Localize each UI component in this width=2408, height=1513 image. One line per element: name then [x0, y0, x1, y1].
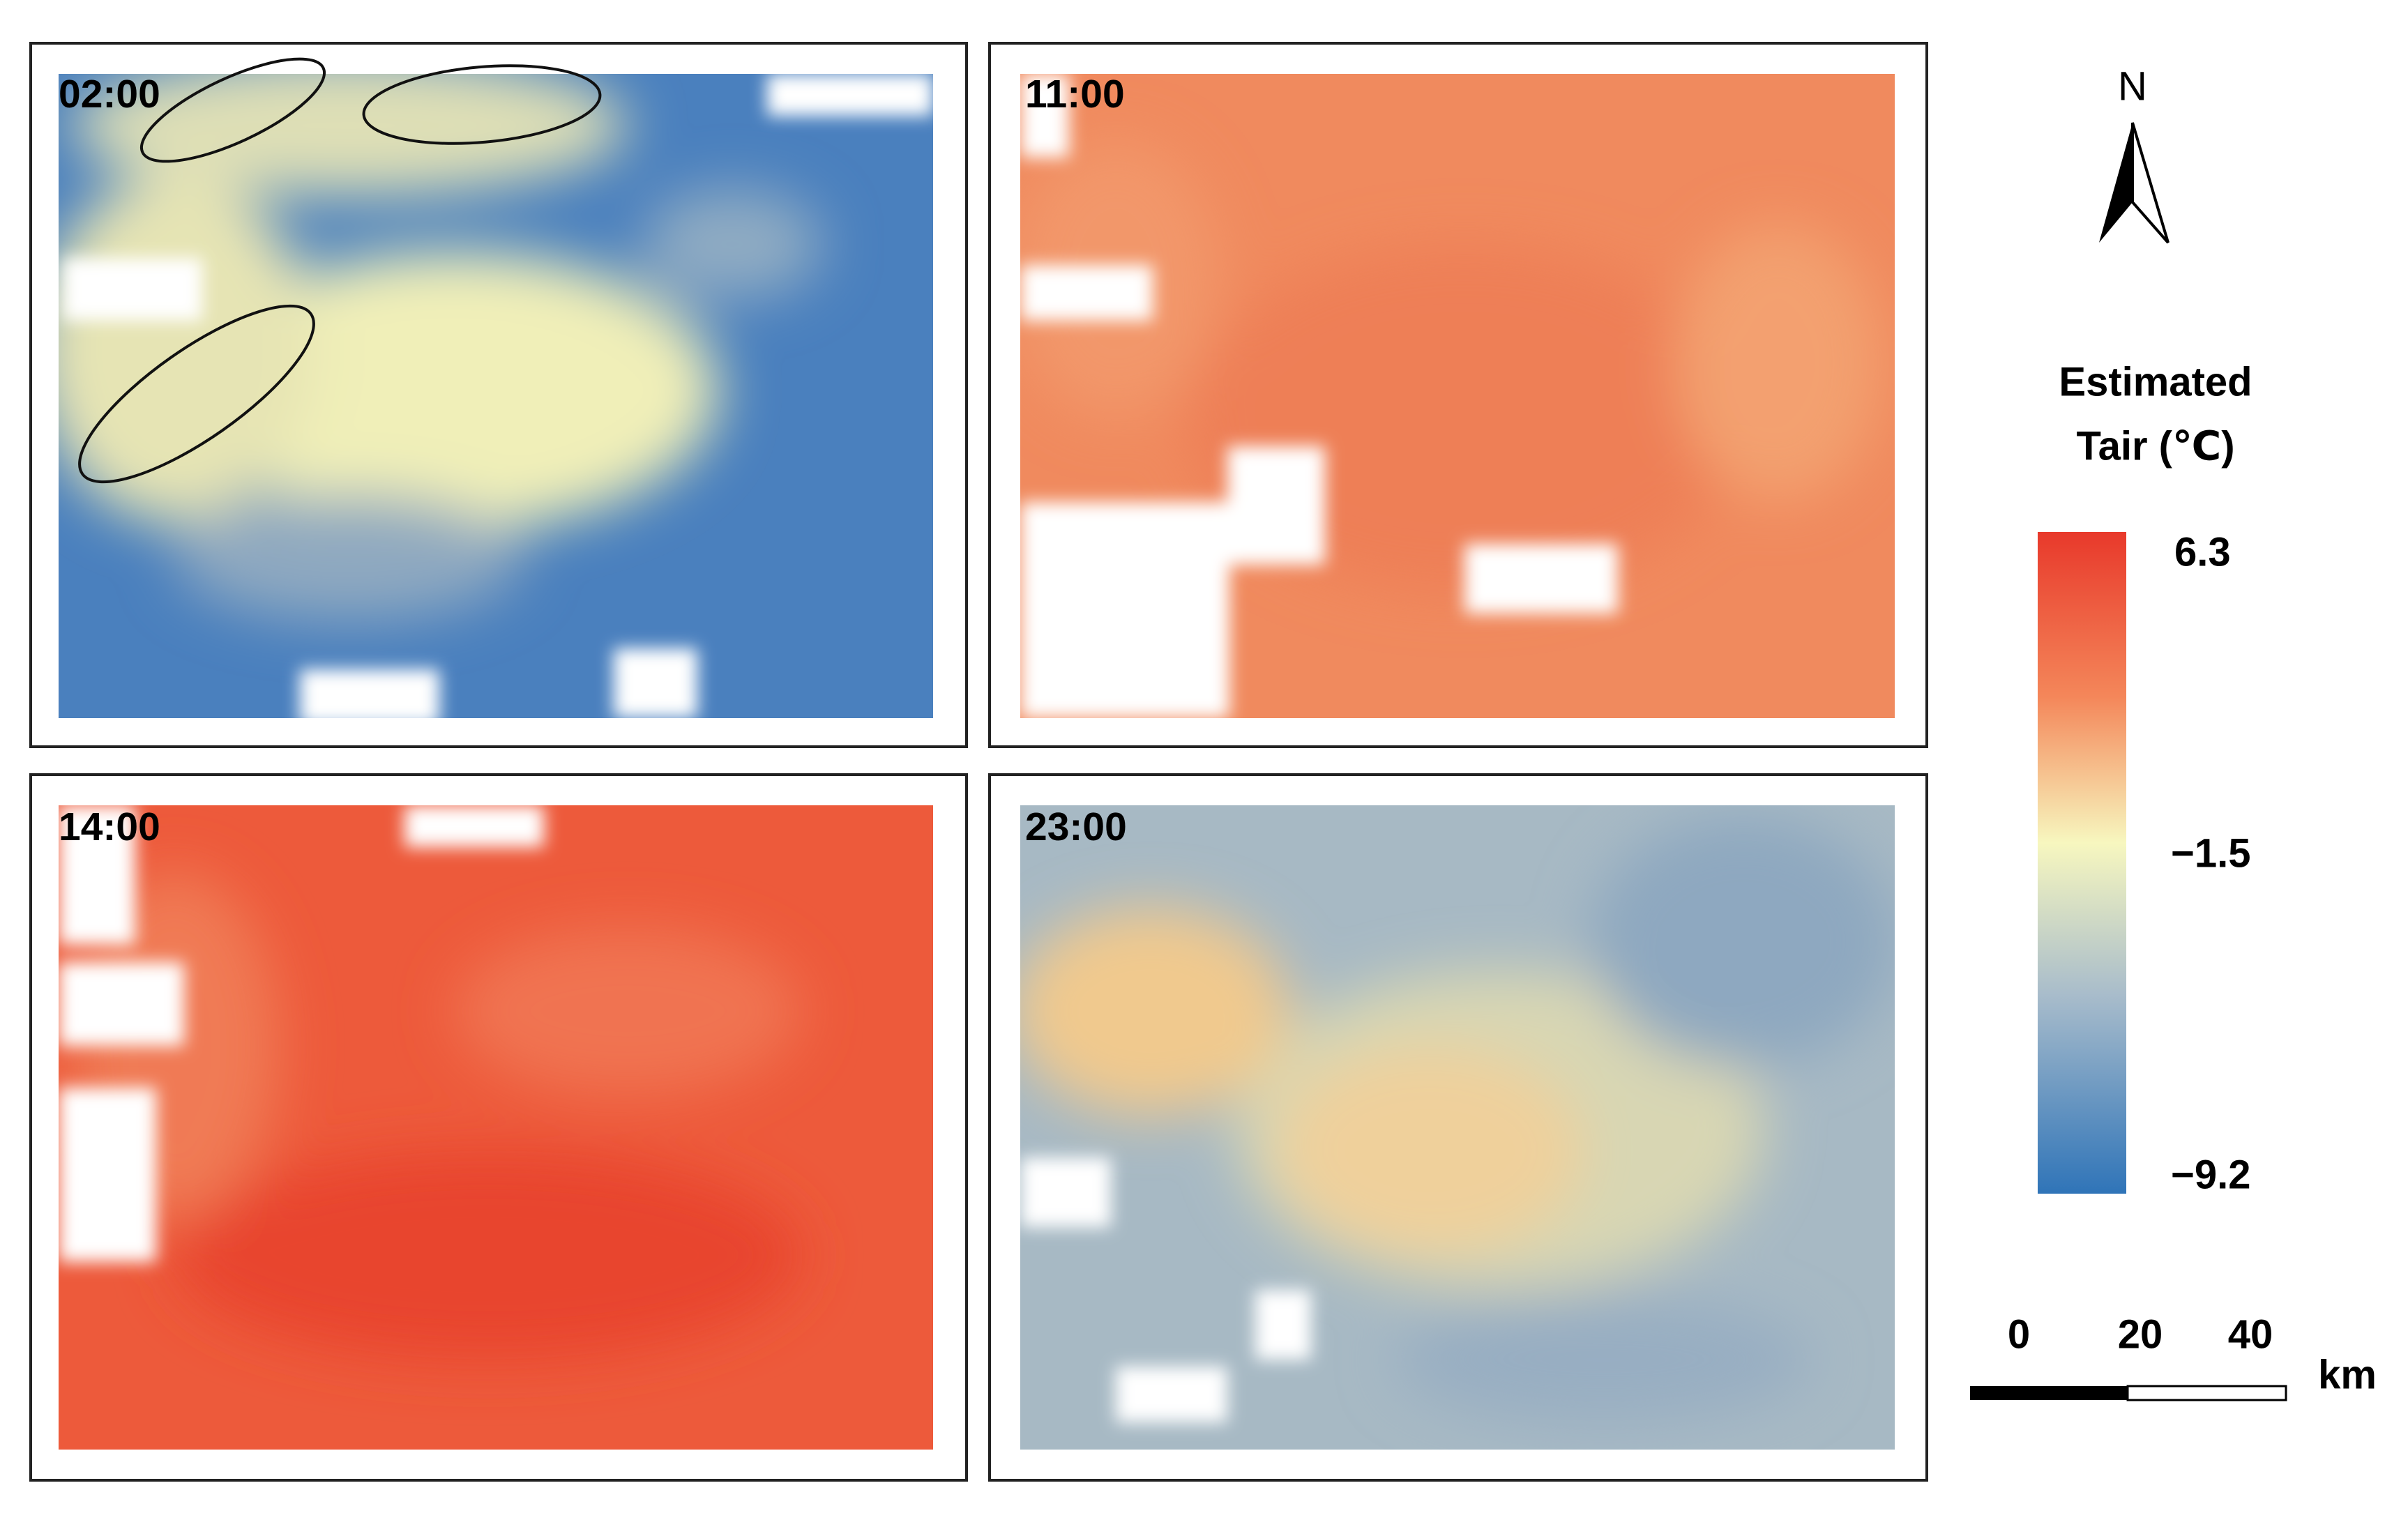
north-arrow: N [2099, 63, 2170, 244]
panel-label: 11:00 [1025, 72, 1125, 116]
color-bar [2038, 532, 2126, 1194]
north-label: N [2118, 63, 2147, 109]
legend-tick: −9.2 [2171, 1152, 2251, 1197]
raster [59, 805, 933, 1450]
scale-unit: km [2318, 1352, 2377, 1397]
panel-label: 14:00 [59, 805, 160, 849]
panel-label: 02:00 [59, 72, 160, 116]
panel-2300: 23:00 [988, 773, 1928, 1482]
legend-title: Estimated [2059, 359, 2252, 404]
legend: Estimated Tair (℃) 6.3 −1.5 −9.2 [2038, 359, 2252, 1197]
raster [1020, 805, 1895, 1450]
scale-label: 20 [2118, 1311, 2163, 1357]
panel-frame [988, 773, 1928, 1482]
raster [1020, 74, 1895, 718]
highlight-ellipses [78, 57, 602, 484]
legend-tick: 6.3 [2174, 529, 2231, 575]
panel-frame [29, 42, 968, 748]
panel-1100: 11:00 [988, 42, 1928, 748]
panel-label: 23:00 [1025, 805, 1127, 849]
scale-label: 0 [2008, 1311, 2030, 1357]
panel-frame [988, 42, 1928, 748]
scale-bar: 0 20 40 km [1970, 1311, 2377, 1401]
scale-label: 40 [2228, 1311, 2273, 1357]
raster [59, 74, 933, 718]
panel-0200: 02:00 [29, 42, 968, 748]
legend-tick: −1.5 [2171, 830, 2251, 876]
panel-1400: 14:00 [29, 773, 968, 1482]
panel-frame [29, 773, 968, 1482]
legend-title: Tair (℃) [2076, 423, 2234, 469]
